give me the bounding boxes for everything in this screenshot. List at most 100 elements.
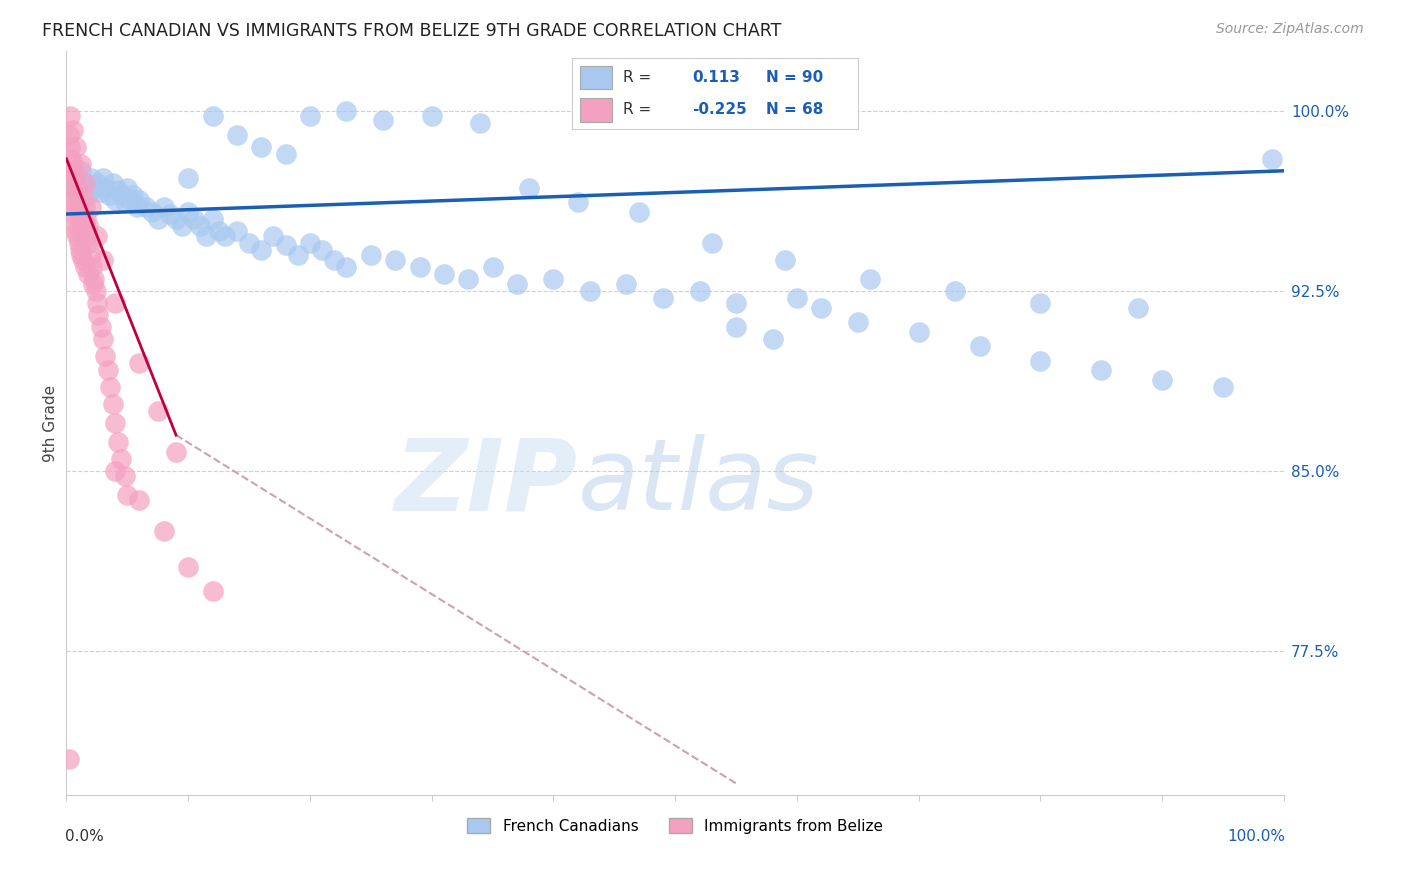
Point (98, 380, 121, 394)
Point (84, 284, 107, 298)
Text: ZIP: ZIP (395, 434, 578, 531)
Point (59, 109, 82, 123)
Point (761, 332, 783, 346)
Point (104, 416, 127, 430)
Point (62, 123, 84, 137)
Point (195, 228, 218, 243)
Point (146, 211, 169, 226)
Point (59, 140, 82, 154)
Point (177, 171, 200, 186)
Point (579, 284, 602, 298)
Point (384, 252, 406, 267)
Point (146, 404, 169, 418)
Point (1212, 380, 1234, 394)
Y-axis label: 9th Grade: 9th Grade (44, 384, 58, 461)
Point (250, 140, 273, 154)
Point (153, 524, 176, 538)
Point (652, 291, 675, 305)
Point (262, 228, 284, 243)
Point (66, 187, 89, 202)
Point (250, 243, 273, 257)
Point (58, 752, 80, 766)
Point (470, 116, 492, 130)
Point (457, 272, 479, 286)
Point (135, 200, 157, 214)
Point (1029, 353, 1052, 368)
Point (66, 228, 89, 243)
Point (159, 207, 181, 221)
Point (69, 243, 91, 257)
Point (98, 187, 121, 202)
Point (79, 235, 101, 250)
Point (83, 272, 105, 286)
Point (190, 219, 212, 233)
Point (433, 267, 456, 281)
Text: Source: ZipAtlas.com: Source: ZipAtlas.com (1216, 22, 1364, 37)
Point (201, 109, 224, 123)
Point (360, 248, 382, 262)
Point (63, 217, 86, 231)
Point (91, 171, 114, 186)
Text: 0.0%: 0.0% (65, 829, 104, 844)
Point (420, 109, 443, 123)
Point (91, 332, 114, 346)
Point (86, 176, 108, 190)
Point (323, 252, 346, 267)
Point (63, 171, 86, 186)
Point (128, 492, 150, 507)
Point (90, 186, 112, 200)
Point (517, 180, 540, 194)
Point (1029, 296, 1052, 310)
Point (104, 464, 127, 478)
Point (543, 272, 565, 286)
Point (481, 260, 503, 274)
Point (238, 235, 260, 250)
Point (70, 248, 93, 262)
Point (67, 194, 90, 209)
Point (786, 291, 808, 305)
Point (141, 204, 163, 219)
Point (724, 320, 747, 334)
Point (298, 235, 321, 250)
Point (73, 176, 96, 190)
Point (70, 211, 93, 226)
Point (69, 204, 91, 219)
Point (117, 488, 139, 502)
Legend: French Canadians, Immigrants from Belize: French Canadians, Immigrants from Belize (461, 812, 889, 840)
Point (77, 267, 100, 281)
Point (118, 193, 141, 207)
Point (104, 193, 127, 207)
Point (298, 109, 321, 123)
Point (91, 252, 114, 267)
Point (65, 224, 87, 238)
Point (72, 219, 94, 233)
Point (80, 260, 103, 274)
Point (75, 211, 97, 226)
Point (128, 356, 150, 370)
Point (87, 308, 110, 322)
Point (335, 103, 357, 118)
Point (86, 228, 108, 243)
Point (97, 363, 120, 377)
Point (969, 339, 991, 353)
Point (110, 452, 132, 467)
Point (907, 325, 929, 339)
Point (773, 252, 796, 267)
Point (177, 204, 200, 219)
Point (183, 211, 205, 226)
Point (73, 176, 96, 190)
Point (82, 277, 104, 291)
Text: atlas: atlas (578, 434, 820, 531)
Point (101, 397, 124, 411)
Point (153, 200, 176, 214)
Point (114, 469, 136, 483)
Point (165, 211, 187, 226)
Point (62, 200, 84, 214)
Point (73, 200, 96, 214)
Point (62, 163, 84, 178)
Point (177, 560, 200, 574)
Point (201, 584, 224, 599)
Point (62, 156, 84, 170)
Point (60, 152, 83, 166)
Point (689, 284, 711, 298)
